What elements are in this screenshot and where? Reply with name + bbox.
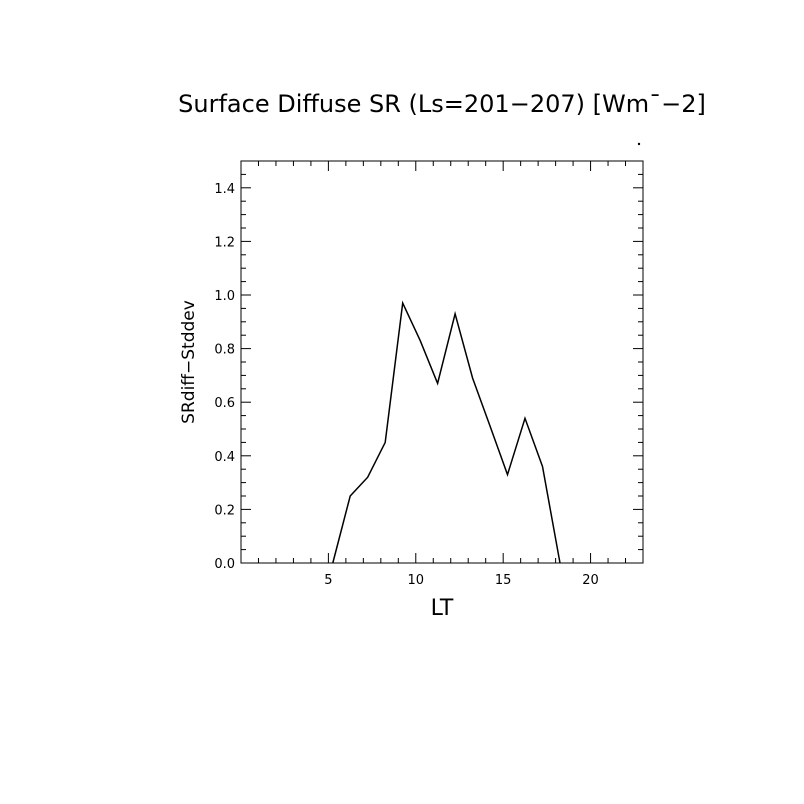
corner-dot [637,142,641,146]
y-axis-label: SRdiff−Stddev [179,300,199,424]
tick-labels: 5 10 15 20 0.0 0.2 0.4 0.6 0.8 1.0 1.2 1.4 [214,182,599,588]
chart-title: Surface Diffuse SR (Ls=201−207) [Wm¯−2] [178,90,706,118]
y-tick-label: 0.8 [214,343,235,358]
y-tick-label: 1.2 [214,235,235,250]
x-tick-label: 20 [582,573,599,588]
y-tick-label: 0.4 [214,450,235,465]
y-tick-label: 1.0 [214,289,235,304]
x-tick-label: 5 [324,573,332,588]
series-line [332,300,561,564]
x-tick-label: 10 [408,573,425,588]
axis-ticks [240,160,644,564]
y-tick-label: 1.4 [214,182,235,197]
y-tick-label: 0.2 [214,503,235,518]
y-tick-label: 0.6 [214,396,235,411]
y-tick-label: 0.0 [214,557,235,572]
x-tick-label: 15 [495,573,512,588]
plot-frame [240,160,644,564]
x-axis-label: LT [431,596,454,621]
